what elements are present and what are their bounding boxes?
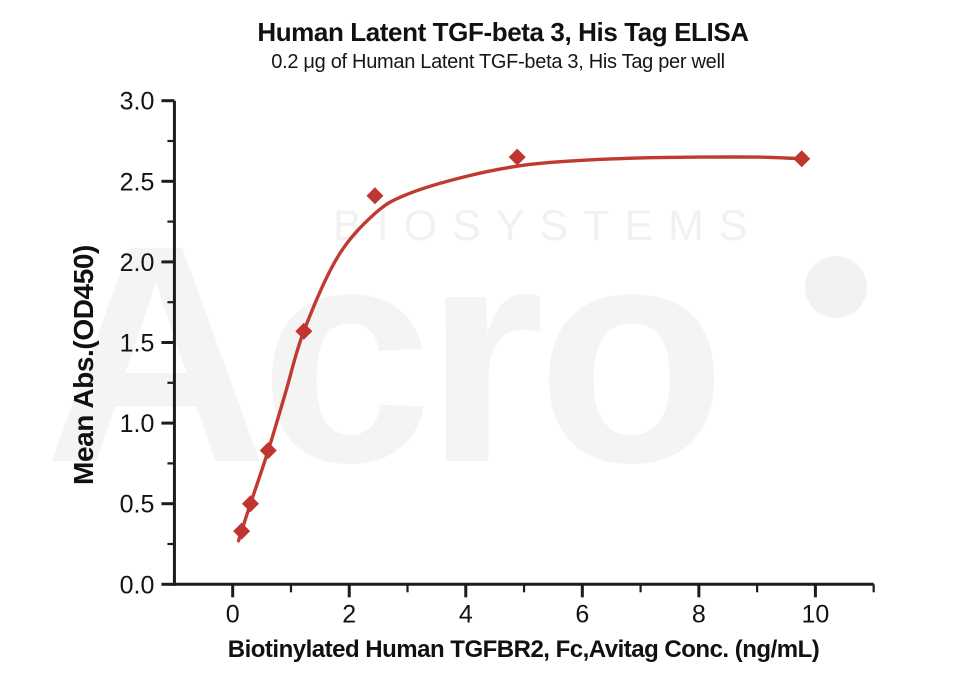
data-point-marker <box>508 148 526 166</box>
y-tick-label: 2.0 <box>120 249 155 277</box>
x-tick-label: 8 <box>692 600 706 628</box>
data-point-marker <box>366 187 384 205</box>
acro-logo-dot-icon <box>805 256 867 318</box>
data-point-marker <box>241 495 259 513</box>
x-tick-label: 2 <box>342 600 356 628</box>
biosystems-watermark-text: BIOSYSTEMS <box>333 202 763 250</box>
fit-curve <box>236 155 804 543</box>
y-tick-label: 0.0 <box>120 571 155 599</box>
chart-title: Human Latent TGF-beta 3, His Tag ELISA <box>257 17 749 47</box>
y-tick-label: 1.0 <box>120 410 155 438</box>
data-point-marker <box>259 442 277 460</box>
data-point-marker <box>295 322 313 340</box>
x-tick-label: 4 <box>459 600 473 628</box>
data-point-marker <box>233 522 251 540</box>
data-point-marker <box>793 150 811 168</box>
chart-subtitle: 0.2 μg of Human Latent TGF-beta 3, His T… <box>271 51 725 73</box>
y-tick-label: 3.0 <box>120 88 155 116</box>
y-tick-label: 2.5 <box>120 168 155 196</box>
x-axis-title: Biotinylated Human TGFBR2, Fc,Avitag Con… <box>227 636 820 663</box>
x-tick-label: 6 <box>575 600 589 628</box>
x-tick-label: 10 <box>801 600 829 628</box>
acro-watermark-logo: Acro <box>44 180 726 527</box>
x-tick-label: 0 <box>226 600 240 628</box>
y-tick-label: 1.5 <box>120 330 155 358</box>
y-axis-title: Mean Abs.(OD450) <box>68 245 99 485</box>
y-tick-label: 0.5 <box>120 491 155 519</box>
